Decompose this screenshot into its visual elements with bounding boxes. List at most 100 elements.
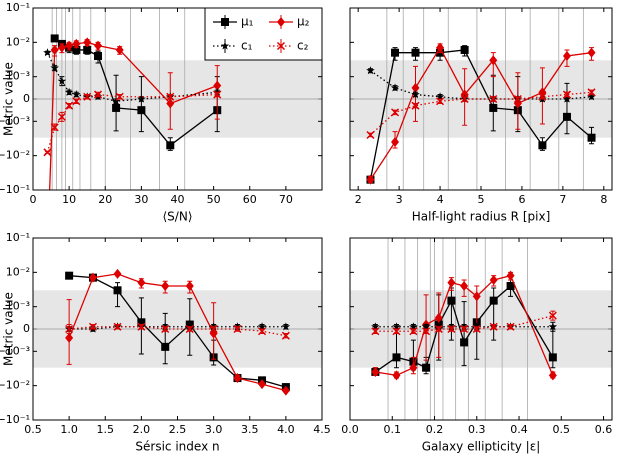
marker — [83, 45, 92, 54]
x-tick-label: 2.0 — [133, 423, 151, 436]
y-tick-label: 0 — [23, 92, 30, 105]
marker — [436, 97, 445, 106]
marker — [411, 90, 420, 99]
plot-frame — [32, 237, 323, 421]
y-tick-label: 10⁻³ — [6, 300, 30, 313]
marker — [489, 274, 498, 285]
x-tick-label: 0.2 — [426, 423, 444, 436]
marker — [366, 130, 375, 140]
error-bar — [564, 82, 570, 135]
marker — [409, 322, 418, 331]
marker — [391, 108, 400, 117]
marker — [185, 324, 194, 334]
panel: 0.0 0.1 0.2 0.3 0.4 0.5 0.6 Galaxy ellipticity … — [341, 237, 613, 454]
marker — [93, 90, 103, 99]
marker — [447, 324, 456, 334]
marker — [489, 55, 498, 66]
marker — [50, 34, 59, 43]
y-tick-label: −10⁻¹ — [0, 413, 30, 426]
series-line — [69, 275, 287, 388]
marker — [94, 40, 103, 51]
marker — [434, 324, 443, 334]
marker — [64, 87, 74, 96]
marker — [258, 327, 267, 336]
marker — [506, 282, 515, 291]
marker — [113, 268, 122, 279]
marker — [65, 40, 74, 51]
marker — [538, 141, 547, 150]
marker — [257, 322, 267, 331]
marker — [489, 296, 498, 305]
marker — [209, 324, 218, 334]
marker — [548, 370, 557, 381]
y-tick-label: −10⁻¹ — [0, 183, 30, 196]
y-tick-label: 0 — [23, 322, 30, 335]
marker — [562, 94, 572, 103]
series-line — [370, 70, 592, 100]
plot-frame — [32, 7, 323, 191]
marker — [392, 353, 401, 362]
x-tick-label: 5 — [478, 193, 485, 206]
x-tick-label: 1.0 — [60, 423, 78, 436]
x-tick-label: 30 — [134, 193, 148, 206]
error-bar — [162, 312, 168, 365]
marker — [281, 322, 291, 331]
marker — [213, 90, 222, 99]
marker — [587, 133, 596, 142]
marker — [506, 322, 515, 331]
marker — [411, 101, 420, 110]
y-tick-label: 10⁻¹ — [6, 231, 30, 244]
marker — [391, 48, 400, 57]
marker — [489, 103, 498, 112]
marker — [258, 379, 267, 390]
marker — [137, 106, 146, 115]
marker — [112, 103, 121, 112]
marker — [435, 92, 445, 101]
error-bar — [47, 196, 52, 204]
marker — [65, 332, 74, 343]
x-tick-label: 20 — [98, 193, 112, 206]
x-tick-label: 4 — [437, 193, 444, 206]
marker — [111, 96, 121, 105]
marker — [43, 48, 52, 57]
marker — [57, 112, 66, 121]
x-tick-label: 1.5 — [97, 423, 115, 436]
marker — [548, 311, 557, 320]
marker — [411, 82, 420, 93]
marker — [161, 281, 170, 292]
marker — [411, 48, 420, 57]
y-tick-label: −10⁻² — [0, 149, 30, 162]
y-tick-label: −10⁻³ — [0, 114, 30, 127]
marker — [447, 296, 456, 305]
marker — [366, 66, 375, 75]
panel: 2 3 4 5 6 7 8 Half-light radius R [pix] — [349, 7, 613, 224]
marker — [489, 94, 498, 104]
y-axis-label: Metric value — [2, 292, 16, 366]
x-tick-label: 2.5 — [169, 423, 187, 436]
x-tick-label: 0.6 — [595, 423, 613, 436]
series-line — [370, 91, 592, 136]
marker — [72, 45, 81, 54]
marker — [562, 51, 571, 62]
marker — [460, 324, 469, 334]
marker — [562, 112, 571, 121]
marker — [391, 136, 400, 147]
marker — [281, 385, 290, 396]
marker — [460, 338, 469, 347]
plot-area — [371, 270, 558, 381]
marker — [422, 363, 431, 372]
marker — [72, 97, 81, 106]
marker — [137, 277, 146, 288]
legend-label: μ₂ — [297, 15, 310, 29]
legend-label: μ₁ — [241, 15, 254, 29]
x-tick-label: 70 — [279, 193, 293, 206]
marker — [371, 322, 380, 331]
plot-frame — [349, 7, 613, 191]
marker — [115, 44, 124, 55]
error-bar — [461, 301, 467, 367]
x-tick-label: 0.5 — [24, 423, 42, 436]
series-line — [68, 273, 287, 392]
marker — [137, 322, 146, 331]
marker — [137, 94, 146, 103]
marker — [421, 322, 431, 331]
